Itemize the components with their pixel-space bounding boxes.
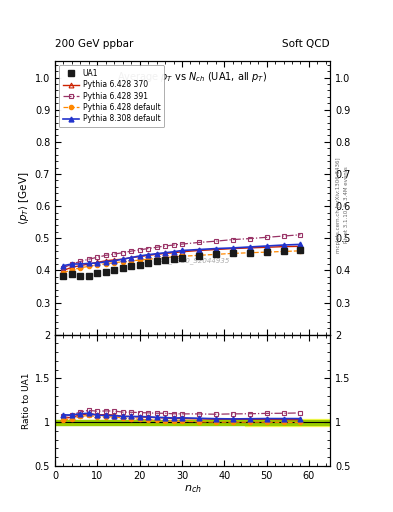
Text: Soft QCD: Soft QCD	[283, 38, 330, 49]
X-axis label: $n_{ch}$: $n_{ch}$	[184, 483, 202, 495]
Text: Average $p_T$ vs $N_{ch}$ (UA1, all $p_T$): Average $p_T$ vs $N_{ch}$ (UA1, all $p_T…	[118, 70, 268, 83]
Text: UA1_1990_S2044935: UA1_1990_S2044935	[155, 258, 230, 264]
Y-axis label: $\langle p_T \rangle$ [GeV]: $\langle p_T \rangle$ [GeV]	[17, 172, 31, 225]
Legend: UA1, Pythia 6.428 370, Pythia 6.428 391, Pythia 6.428 default, Pythia 8.308 defa: UA1, Pythia 6.428 370, Pythia 6.428 391,…	[59, 65, 164, 127]
Text: 200 GeV ppbar: 200 GeV ppbar	[55, 38, 133, 49]
Text: mcplots.cern.ch [arXiv:1306.3436]: mcplots.cern.ch [arXiv:1306.3436]	[336, 157, 341, 252]
Y-axis label: Ratio to UA1: Ratio to UA1	[22, 372, 31, 429]
Text: Rivet 3.1.10, ≥ 3.4M events: Rivet 3.1.10, ≥ 3.4M events	[344, 166, 349, 243]
